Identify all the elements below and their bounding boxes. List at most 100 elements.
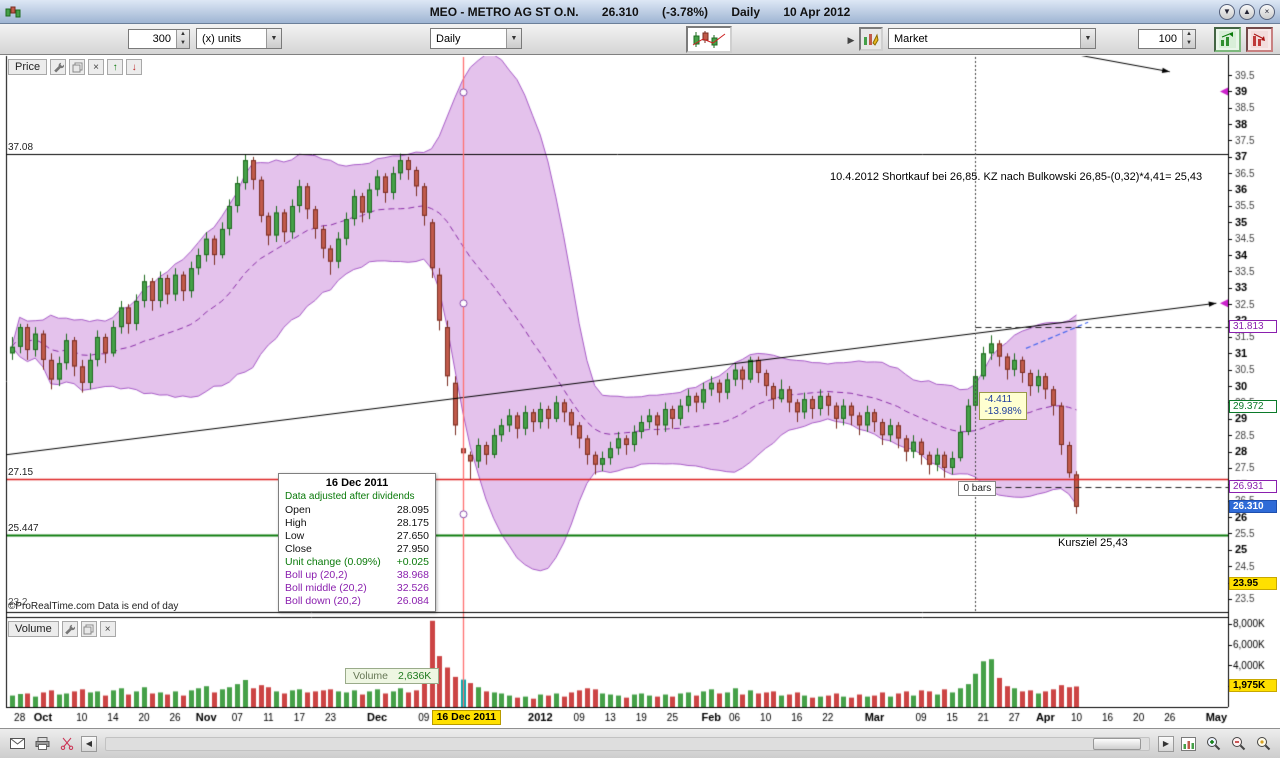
- hline-label-3708: 37.08: [8, 142, 34, 154]
- quantity-spinner[interactable]: 100 ▲ ▼: [1138, 29, 1196, 49]
- pane-move-down-button[interactable]: ↓: [126, 59, 143, 75]
- units-dropdown-value: (x) units: [202, 32, 242, 45]
- volume-tooltip-value: 2,636K: [398, 670, 432, 682]
- axis-price-tag-bollmiddle: 29.372: [1229, 399, 1277, 413]
- timeframe-dropdown[interactable]: Daily ▼: [430, 28, 522, 49]
- price-settings-button[interactable]: [50, 59, 67, 75]
- axis-volume-tag-last: 1,975K: [1229, 679, 1277, 693]
- arrow-down-chart-icon: [1251, 31, 1268, 48]
- bars-count-spinner[interactable]: 300 ▲ ▼: [128, 29, 190, 49]
- data-window-date: 16 Dec 2011: [325, 477, 389, 489]
- data-window-note: Data adjusted after dividends: [285, 491, 415, 502]
- drawing-tools-button[interactable]: [1177, 733, 1199, 755]
- axis-price-tag-alert: 23.95: [1229, 577, 1277, 591]
- timeframe-dropdown-value: Daily: [436, 32, 461, 45]
- mail-icon: [9, 738, 25, 749]
- chevron-down-icon[interactable]: ▼: [506, 29, 521, 48]
- price-detach-button[interactable]: [69, 59, 86, 75]
- candlestick-chart-icon: [691, 29, 727, 50]
- window-title-timeframe: Daily: [731, 4, 761, 19]
- selected-date-tag: 16 Dec 2011: [431, 710, 502, 725]
- volume-pane-header: Volume ×: [8, 621, 116, 637]
- bars-count-value[interactable]: 300: [152, 33, 171, 45]
- chevron-down-icon[interactable]: ▼: [1080, 29, 1095, 48]
- scroll-right-button[interactable]: ▶: [1158, 735, 1174, 752]
- arrow-up-chart-icon: [1219, 31, 1236, 48]
- zoom-in-icon: [1206, 737, 1220, 751]
- volume-detach-button[interactable]: [80, 621, 97, 637]
- shortkauf-annotation: 10.4.2012 Shortkauf bei 26,85. KZ nach B…: [830, 171, 1203, 183]
- sell-order-button[interactable]: [1246, 27, 1273, 52]
- window-copy-icon: [83, 624, 94, 634]
- panel-expander-button[interactable]: ▶: [847, 34, 855, 45]
- dw-high-value: 28.175: [396, 517, 429, 529]
- zoom-reset-icon: [1256, 737, 1270, 751]
- app-candlestick-icon: [5, 5, 21, 19]
- main-toolbar: 300 ▲ ▼ (x) units ▼ Daily ▼ ▶ Market ▼ 10…: [0, 24, 1280, 55]
- measure-delta: -4.411: [984, 394, 1013, 405]
- window-collapse-button[interactable]: ▼: [1219, 3, 1235, 20]
- dw-bollmid-label: Boll middle (20,2): [285, 582, 367, 594]
- window-titlebar: MEO - METRO AG ST O.N. 26.310 (-3.78%) D…: [0, 0, 1280, 24]
- chart-type-button[interactable]: [686, 26, 732, 53]
- chart-options-button[interactable]: [859, 27, 883, 51]
- close-icon: ×: [104, 623, 111, 635]
- buy-order-button[interactable]: [1214, 27, 1241, 52]
- hline-label-2715: 27.15: [8, 467, 34, 479]
- arrow-right-icon: ▶: [1162, 739, 1170, 748]
- window-expand-button[interactable]: ▲: [1239, 3, 1255, 20]
- volume-pane-label: Volume: [8, 621, 59, 637]
- mail-button[interactable]: [6, 733, 28, 755]
- price-volume-chart-canvas[interactable]: [0, 55, 1280, 728]
- axis-price-tag-bollup: 31.813: [1229, 319, 1277, 333]
- spinner-arrows-icon[interactable]: ▲ ▼: [1182, 30, 1195, 48]
- window-copy-icon: [72, 62, 83, 72]
- scroll-left-button[interactable]: ◀: [81, 735, 97, 752]
- market-dropdown[interactable]: Market ▼: [888, 28, 1096, 49]
- window-close-button[interactable]: ×: [1259, 3, 1275, 20]
- dw-low-label: Low: [285, 530, 305, 542]
- volume-settings-button[interactable]: [61, 621, 78, 637]
- chart-scrollbar-handle[interactable]: [1093, 737, 1141, 750]
- spinner-arrows-icon[interactable]: ▲ ▼: [176, 30, 189, 48]
- pane-move-up-button[interactable]: ↑: [107, 59, 124, 75]
- zoom-out-button[interactable]: [1227, 733, 1249, 755]
- dw-change-label: Unit change (0.09%): [285, 556, 381, 568]
- dw-bolldown-value: 26.084: [396, 595, 429, 607]
- close-icon: ×: [93, 61, 99, 73]
- zoom-reset-button[interactable]: [1252, 733, 1274, 755]
- axis-price-tag-bolldown: 26.931: [1229, 479, 1277, 493]
- volume-tooltip-label: Volume: [353, 670, 389, 682]
- dw-close-label: Close: [285, 543, 312, 555]
- chart-scrollbar-track[interactable]: [105, 736, 1150, 751]
- dw-bolldown-label: Boll down (20,2): [285, 595, 361, 607]
- dw-high-label: High: [285, 517, 307, 529]
- chart-icon: [1180, 736, 1196, 751]
- copyright-notice: ©ProRealTime.com Data is end of day: [8, 601, 179, 612]
- units-dropdown[interactable]: (x) units ▼: [196, 28, 282, 49]
- window-title-date: 10 Apr 2012: [783, 4, 851, 19]
- arrow-up-icon: ↑: [112, 61, 118, 73]
- dw-open-label: Open: [285, 504, 311, 516]
- zoom-in-button[interactable]: [1202, 733, 1224, 755]
- bottom-statusbar: ◀ ▶: [0, 728, 1280, 758]
- zoom-out-icon: [1231, 737, 1245, 751]
- volume-close-button[interactable]: ×: [99, 621, 116, 637]
- window-title-change: (-3.78%): [661, 4, 708, 19]
- print-button[interactable]: [31, 733, 53, 755]
- dw-close-value: 27.950: [396, 543, 429, 555]
- quantity-value[interactable]: 100: [1158, 33, 1177, 45]
- dw-bollup-label: Boll up (20,2): [285, 569, 348, 581]
- chevron-down-icon[interactable]: ▼: [266, 29, 281, 48]
- measure-percent: -13.98%: [984, 406, 1022, 417]
- wrench-icon: [53, 62, 64, 72]
- price-close-button[interactable]: ×: [88, 59, 105, 75]
- window-title-price: 26.310: [601, 4, 639, 19]
- data-window-tooltip: 16 Dec 2011 Data adjusted after dividend…: [278, 473, 436, 612]
- window-title: MEO - METRO AG ST O.N. 26.310 (-3.78%) D…: [0, 5, 1280, 19]
- wrench-icon: [65, 624, 76, 634]
- chart-edit-icon: [864, 33, 879, 46]
- cut-button[interactable]: [56, 733, 78, 755]
- dw-bollmid-value: 32.526: [396, 582, 429, 594]
- measure-bars-label: 0 bars: [958, 481, 997, 496]
